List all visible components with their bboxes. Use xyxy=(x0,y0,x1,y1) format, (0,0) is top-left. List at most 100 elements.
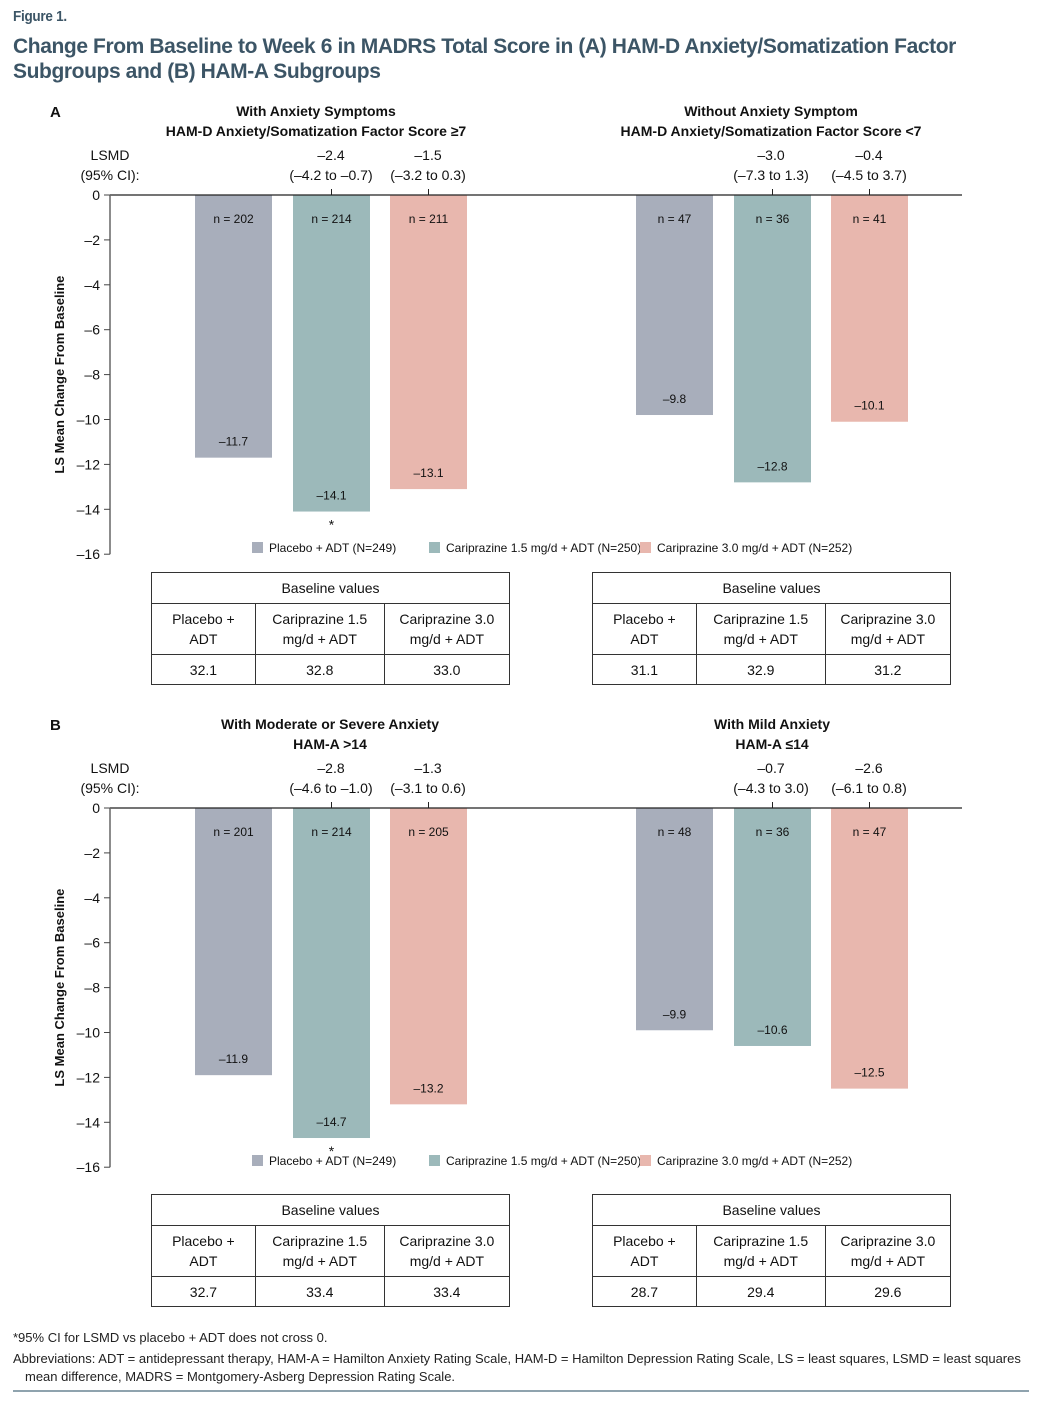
panel-a-bar-n-label: n = 211 xyxy=(409,212,449,226)
table-column-header: Cariprazine 3.0 mg/d + ADT xyxy=(824,1225,952,1277)
panel-a-bar-value-label: –12.8 xyxy=(757,459,787,473)
footnote: *95% CI for LSMD vs placebo + ADT does n… xyxy=(13,1330,328,1345)
lsmd-ci: (–4.3 to 3.0) xyxy=(733,780,809,796)
lsmd-value: –2.8 xyxy=(317,760,345,776)
table-row: 32.7 33.4 33.4 xyxy=(151,1276,511,1307)
panel-b-bar-n-label: n = 47 xyxy=(853,825,887,839)
panel-a-legend-swatch xyxy=(640,542,651,553)
panel-a-bar-g0-2 xyxy=(390,195,467,490)
panel-b-y-tick-label: –14 xyxy=(77,1114,101,1130)
panel-b-bar-value-label: –14.7 xyxy=(316,1115,346,1129)
panel-a-bar-g1-0 xyxy=(636,195,713,416)
panel-a-bar-g0-1 xyxy=(293,195,370,512)
panel-b-g1-cari15-lsmd: –0.7 (–4.3 to 3.0) xyxy=(733,758,809,798)
lsmd-label-line-1: LSMD xyxy=(90,760,130,776)
panel-b-bar-value-label: –9.9 xyxy=(663,1007,687,1021)
panel-b-g0-cari15-lsmd: –2.8 (–4.6 to –1.0) xyxy=(289,758,372,798)
panel-b-legend-swatch xyxy=(640,1155,651,1166)
table-column-header: Cariprazine 1.5 mg/d + ADT xyxy=(695,603,826,655)
panel-b-group-0-title: With Moderate or Severe Anxiety HAM-A >1… xyxy=(221,714,439,754)
table-column-header: Cariprazine 3.0 mg/d + ADT xyxy=(824,603,952,655)
panel-a-bar-g1-1 xyxy=(734,195,811,483)
baseline-table-b-0: Baseline values Placebo + ADT Cariprazine 1… xyxy=(151,1194,511,1307)
group-title-line-2: HAM-A >14 xyxy=(293,736,367,752)
panel-b-bar-n-label: n = 48 xyxy=(658,825,692,839)
lsmd-ci: (–4.6 to –1.0) xyxy=(289,780,373,796)
panel-a-group-0-title: With Anxiety Symptoms HAM-D Anxiety/Soma… xyxy=(166,101,466,141)
table-cell: 32.9 xyxy=(695,654,826,685)
lsmd-ci: (–7.3 to 1.3) xyxy=(733,167,809,183)
panel-b-group-1-title: With Mild Anxiety HAM-A ≤14 xyxy=(714,714,830,754)
table-cell: 31.2 xyxy=(824,654,952,685)
panel-b-bar-value-label: –11.9 xyxy=(219,1052,248,1066)
group-title-line-1: With Mild Anxiety xyxy=(713,716,831,732)
table-column-header: Placebo + ADT xyxy=(592,603,697,655)
abbreviations: Abbreviations: ADT = antidepressant ther… xyxy=(13,1350,1033,1386)
panel-b-g0-cari30-lsmd: –1.3 (–3.1 to 0.6) xyxy=(390,758,466,798)
panel-b-bar-g1-1 xyxy=(734,808,811,1046)
panel-a-group-1-title: Without Anxiety Symptom HAM-D Anxiety/So… xyxy=(621,101,922,141)
table-cell: 31.1 xyxy=(592,654,697,685)
panel-b-y-tick-label: 0 xyxy=(92,800,100,816)
lsmd-value: –3.0 xyxy=(757,147,785,163)
lsmd-ci: (–3.2 to 0.3) xyxy=(390,167,466,183)
group-title-line-1: With Moderate or Severe Anxiety xyxy=(221,716,439,732)
panel-b-g1-cari30-lsmd: –2.6 (–6.1 to 0.8) xyxy=(831,758,907,798)
panel-b-legend-swatch xyxy=(429,1155,440,1166)
panel-a-lsmd-label: LSMD (95% CI): xyxy=(80,145,139,185)
table-column-header: Placebo + ADT xyxy=(151,1225,256,1277)
table-row: 32.1 32.8 33.0 xyxy=(151,654,511,685)
panel-b-y-axis-label: LS Mean Change From Baseline xyxy=(52,889,67,1087)
table-column-header: Cariprazine 3.0 mg/d + ADT xyxy=(383,603,511,655)
panel-a-bar-n-label: n = 41 xyxy=(853,212,887,226)
group-title-line-1: Without Anxiety Symptom xyxy=(684,103,858,119)
panel-a-y-tick-label: –4 xyxy=(84,277,100,293)
lsmd-value: –1.5 xyxy=(414,147,442,163)
panel-b-legend-label: Cariprazine 3.0 mg/d + ADT (N=252) xyxy=(657,1154,852,1168)
baseline-table-b-1: Baseline values Placebo + ADT Cariprazine 1… xyxy=(592,1194,952,1307)
panel-b-y-tick-label: –4 xyxy=(84,890,100,906)
lsmd-value: –1.3 xyxy=(414,760,442,776)
panel-a-legend-label: Cariprazine 1.5 mg/d + ADT (N=250) xyxy=(446,541,641,555)
group-title-line-2: HAM-A ≤14 xyxy=(735,736,809,752)
table-header-cell: Baseline values xyxy=(592,1194,951,1226)
table-cell: 29.6 xyxy=(824,1276,952,1307)
table-column-header: Placebo + ADT xyxy=(592,1225,697,1277)
lsmd-ci: (–3.1 to 0.6) xyxy=(390,780,466,796)
table-cell: 32.7 xyxy=(151,1276,256,1307)
panel-a-y-tick-label: –6 xyxy=(84,322,100,338)
panel-a-legend-label: Cariprazine 3.0 mg/d + ADT (N=252) xyxy=(657,541,852,555)
panel-b-y-tick-label: –6 xyxy=(84,935,100,951)
bottom-rule xyxy=(13,1390,1029,1392)
table-cell: 29.4 xyxy=(695,1276,826,1307)
panel-b-bar-value-label: –10.6 xyxy=(757,1023,787,1037)
table-header-cell: Baseline values xyxy=(151,572,510,604)
table-column-header: Placebo + ADT xyxy=(151,603,256,655)
panel-a-legend-swatch xyxy=(429,542,440,553)
panel-b-letter: B xyxy=(50,717,61,734)
table-header-row: Baseline values xyxy=(592,572,951,604)
panel-b-y-tick-label: –8 xyxy=(84,980,100,996)
panel-b-legend-swatch xyxy=(252,1155,263,1166)
panel-a-letter: A xyxy=(50,104,61,121)
panel-b-chart: n = 201 –11.9 n = 214 –14.7 * n = 205 –13.2 n =… xyxy=(52,800,962,1175)
panel-b-bar-g1-2 xyxy=(831,808,908,1089)
panel-a-y-tick-label: 0 xyxy=(92,187,100,203)
table-cell: 33.0 xyxy=(383,654,511,685)
table-row: 31.1 32.9 31.2 xyxy=(592,654,952,685)
table-column-header: Cariprazine 3.0 mg/d + ADT xyxy=(383,1225,511,1277)
table-column-row: Placebo + ADT Cariprazine 1.5 mg/d + ADT Car… xyxy=(151,1225,511,1277)
table-column-header: Cariprazine 1.5 mg/d + ADT xyxy=(254,1225,385,1277)
panel-a-y-tick-label: –2 xyxy=(84,232,100,248)
table-column-header: Cariprazine 1.5 mg/d + ADT xyxy=(695,1225,826,1277)
panel-a-y-tick-label: –12 xyxy=(77,456,101,472)
panel-a-bar-g1-2 xyxy=(831,195,908,422)
table-column-row: Placebo + ADT Cariprazine 1.5 mg/d + ADT Car… xyxy=(592,1225,952,1277)
table-header-row: Baseline values xyxy=(151,1194,510,1226)
lsmd-ci: (–4.2 to –0.7) xyxy=(289,167,373,183)
panel-b-bar-g0-1 xyxy=(293,808,370,1139)
panel-a-legend-swatch xyxy=(252,542,263,553)
panel-b-y-tick-label: –12 xyxy=(77,1069,101,1085)
panel-a-g1-cari30-lsmd: –0.4 (–4.5 to 3.7) xyxy=(831,145,907,185)
lsmd-value: –2.4 xyxy=(317,147,345,163)
